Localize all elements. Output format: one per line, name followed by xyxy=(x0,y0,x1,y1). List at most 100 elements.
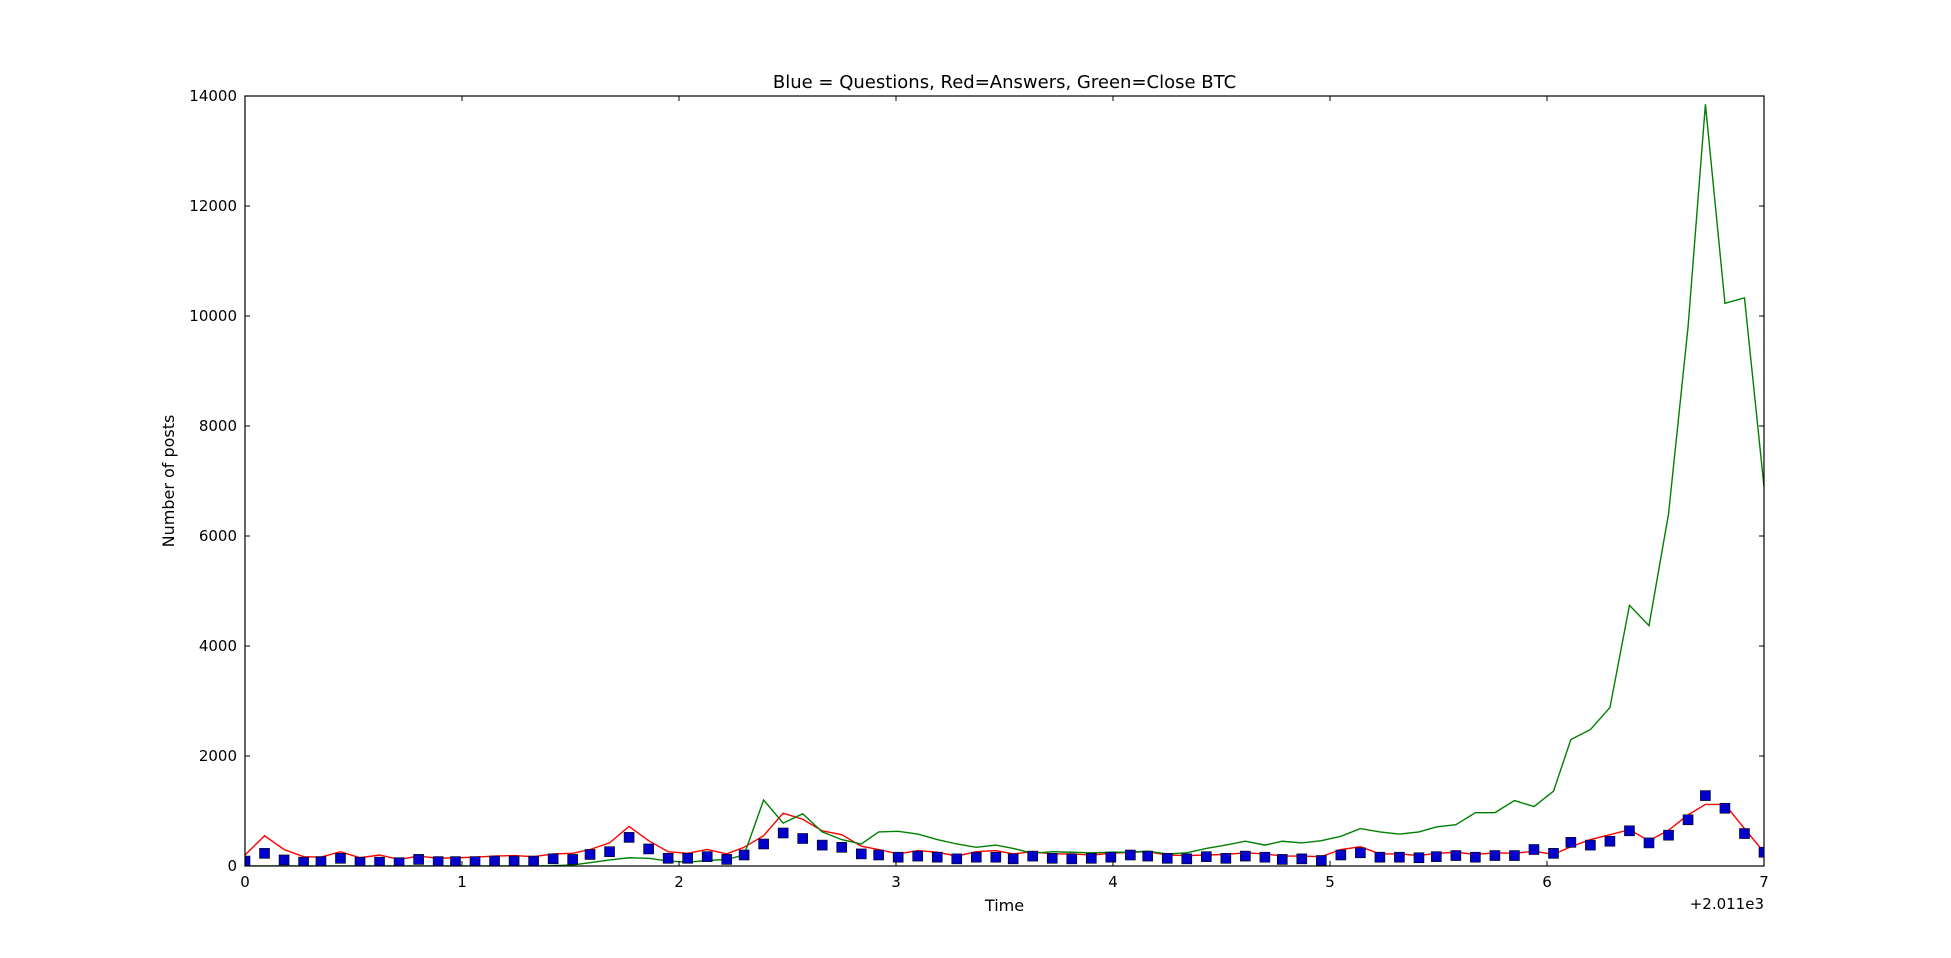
marker xyxy=(1489,850,1501,861)
marker xyxy=(662,852,674,864)
marker xyxy=(951,853,963,865)
marker xyxy=(855,848,867,860)
marker xyxy=(701,851,713,862)
marker xyxy=(1604,835,1616,847)
marker xyxy=(1374,851,1386,863)
x-tick-label: 7 xyxy=(1759,873,1769,891)
axes-frame xyxy=(244,95,1765,867)
marker xyxy=(547,853,559,865)
marker xyxy=(469,856,481,866)
marker xyxy=(1470,851,1481,863)
marker xyxy=(1565,837,1577,848)
marker xyxy=(682,852,693,864)
marker xyxy=(1296,853,1308,865)
marker xyxy=(1643,837,1655,849)
y-tick-label: 12000 xyxy=(189,197,237,215)
x-tick-label: 6 xyxy=(1542,873,1552,891)
x-tick-label: 2 xyxy=(674,873,684,891)
marker xyxy=(1509,850,1520,861)
marker xyxy=(623,832,635,843)
marker xyxy=(567,854,578,865)
marker xyxy=(1066,853,1078,865)
marker xyxy=(1027,850,1039,862)
x-tick-label: 5 xyxy=(1325,873,1335,891)
line xyxy=(245,104,1764,866)
marker xyxy=(1624,825,1635,837)
marker xyxy=(1355,847,1366,859)
marker xyxy=(1663,829,1674,841)
y-tick-label: 6000 xyxy=(199,527,237,545)
x-tick-label: 3 xyxy=(891,873,901,891)
marker xyxy=(758,838,769,850)
x-axis-label: Time xyxy=(984,896,1024,915)
marker xyxy=(1585,839,1596,851)
marker xyxy=(797,833,808,844)
marker xyxy=(508,855,520,866)
y-axis-label: Number of posts xyxy=(159,415,178,548)
marker xyxy=(1719,802,1731,814)
marker xyxy=(374,856,385,866)
marker xyxy=(450,856,461,866)
marker xyxy=(990,851,1002,863)
marker xyxy=(1007,853,1019,865)
marker xyxy=(643,843,654,855)
marker xyxy=(1125,849,1136,861)
x-offset-label: +2.011e3 xyxy=(1690,895,1764,913)
marker xyxy=(1700,790,1711,801)
marker xyxy=(1316,855,1327,866)
marker xyxy=(1046,852,1058,864)
marker xyxy=(335,852,346,864)
chart-title: Blue = Questions, Red=Answers, Green=Clo… xyxy=(773,72,1236,93)
y-tick-label: 10000 xyxy=(189,307,237,325)
marker xyxy=(1450,850,1462,861)
marker xyxy=(777,827,789,839)
marker xyxy=(298,856,309,866)
marker xyxy=(1528,844,1540,855)
marker xyxy=(1240,850,1251,862)
marker xyxy=(970,851,982,863)
marker xyxy=(1181,853,1193,865)
marker xyxy=(278,854,290,866)
marker xyxy=(1431,851,1442,862)
y-tick-label: 14000 xyxy=(189,87,237,105)
plot-area xyxy=(245,104,1764,866)
marker xyxy=(1335,849,1347,861)
marker xyxy=(1086,852,1097,864)
marker xyxy=(354,856,366,866)
x-tick-label: 4 xyxy=(1108,873,1118,891)
marker xyxy=(1161,852,1173,864)
y-tick-label: 2000 xyxy=(199,747,237,765)
marker xyxy=(584,849,596,860)
marker xyxy=(721,854,733,865)
marker xyxy=(836,841,848,853)
marker xyxy=(1105,851,1117,863)
x-tick-label: 0 xyxy=(240,873,250,891)
marker xyxy=(1201,851,1212,862)
marker xyxy=(892,851,904,863)
marker xyxy=(931,851,943,863)
marker xyxy=(1394,851,1405,863)
marker xyxy=(1682,814,1694,826)
y-tick-label: 8000 xyxy=(199,417,237,435)
marker xyxy=(912,850,924,862)
marker xyxy=(816,839,828,851)
y-tick-label: 0 xyxy=(227,857,237,875)
marker xyxy=(873,849,884,861)
marker xyxy=(1142,850,1154,862)
marker xyxy=(604,846,615,858)
marker xyxy=(1413,852,1425,864)
marker xyxy=(528,855,539,866)
axes: 0 1 2 3 4 5 6 7 0 2000 4000 6000 8000 10000 12000 14000 xyxy=(189,87,1768,891)
marker xyxy=(1739,828,1750,839)
marker xyxy=(315,856,327,866)
marker xyxy=(1220,852,1232,864)
marker xyxy=(1259,851,1271,863)
marker xyxy=(413,854,424,865)
marker xyxy=(245,855,251,866)
y-tick-label: 4000 xyxy=(199,637,237,655)
marker xyxy=(259,848,270,859)
marker xyxy=(393,857,405,866)
